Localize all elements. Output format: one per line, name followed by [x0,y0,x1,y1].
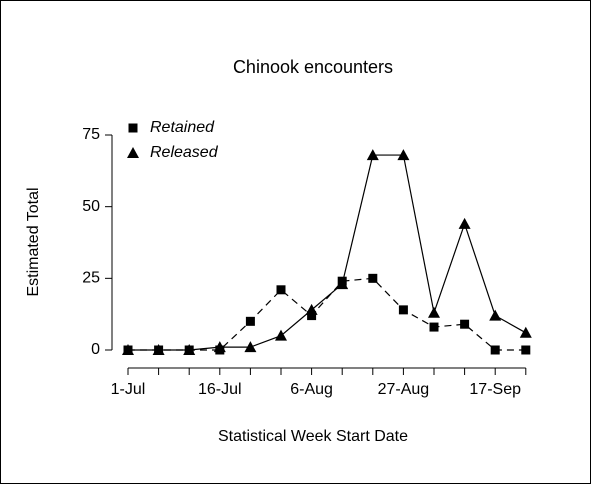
marker [519,326,532,338]
marker [305,303,318,315]
y-tick-label: 75 [82,126,100,143]
marker [366,149,379,161]
marker [275,329,287,341]
legend-label: Retained [150,119,215,136]
marker [183,344,196,355]
marker [458,217,471,229]
marker [490,345,500,355]
marker [276,285,286,295]
legend-marker [128,123,138,133]
marker [152,344,165,355]
marker [244,341,257,353]
marker [521,345,531,355]
y-axis-label: Estimated Total [25,187,42,296]
marker [336,278,349,290]
marker [397,149,410,161]
x-tick-label: 17-Sep [469,381,521,398]
marker [368,273,378,283]
chart-title: Chinook encounters [233,57,393,77]
y-tick-label: 0 [91,341,100,358]
x-tick-label: 6-Aug [290,381,333,398]
marker [307,311,317,321]
x-tick-label: 16-Jul [198,381,242,398]
x-tick-label: 27-Aug [378,381,430,398]
marker [122,344,134,355]
legend-label: Released [150,144,219,161]
marker [460,319,470,329]
x-axis-label: Statistical Week Start Date [218,428,408,445]
series-line [128,154,527,351]
x-tick-label: 1-Jul [111,381,146,398]
marker [429,322,439,332]
marker [213,341,226,353]
marker [245,316,255,326]
legend-marker [127,147,139,158]
marker [489,309,502,321]
y-tick-label: 25 [82,270,100,287]
marker [398,305,408,315]
y-tick-label: 50 [82,198,100,215]
marker [428,306,440,318]
